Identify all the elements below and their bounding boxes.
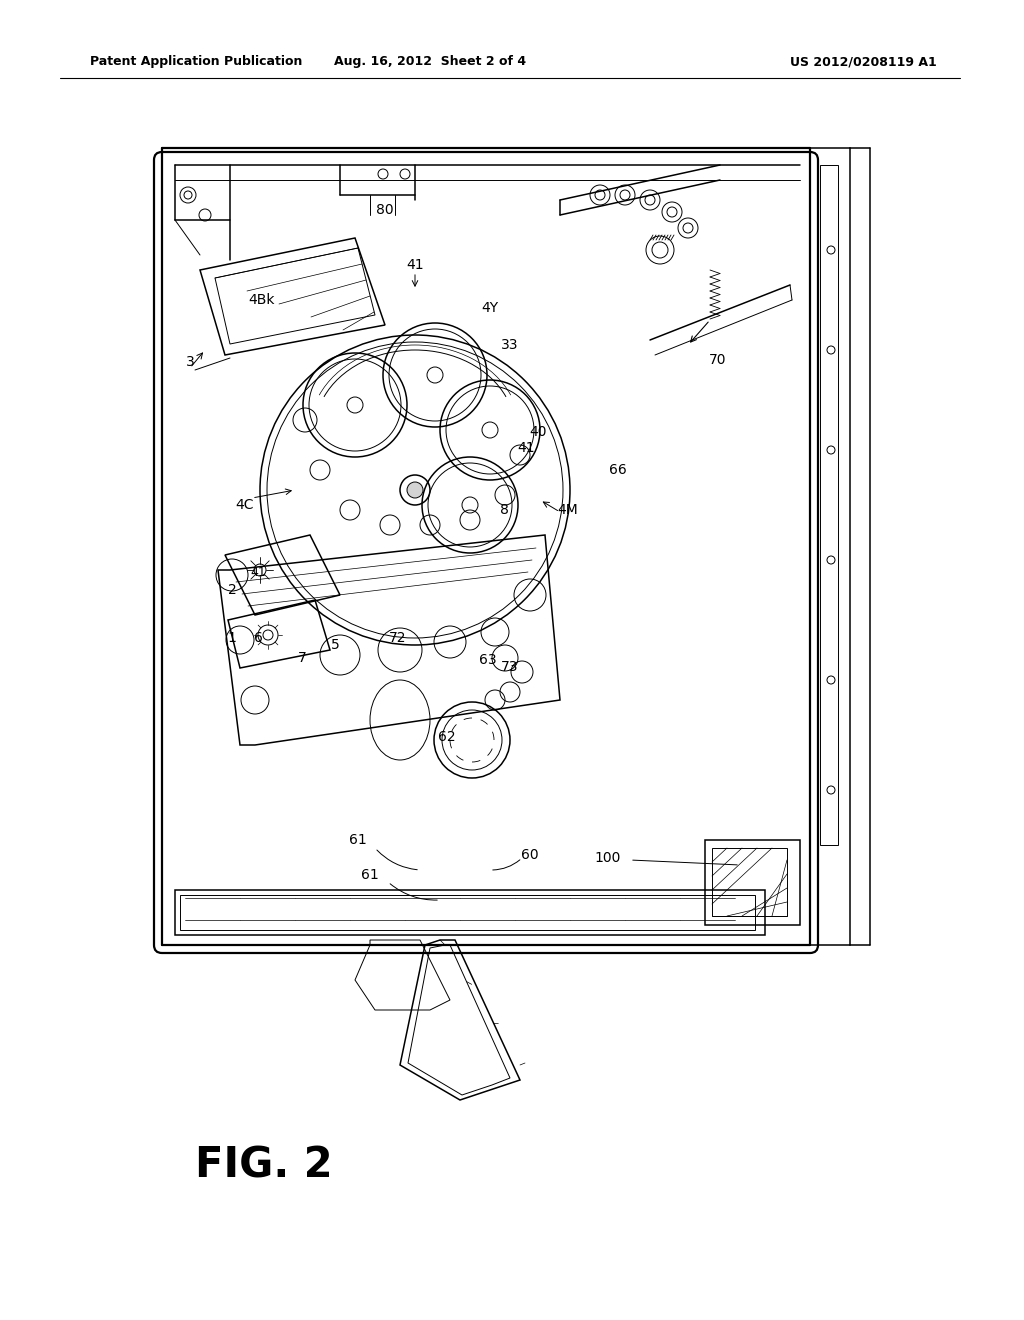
Text: 4M: 4M: [558, 503, 579, 517]
Text: 7: 7: [298, 651, 306, 665]
Text: Patent Application Publication: Patent Application Publication: [90, 55, 302, 69]
Text: 3: 3: [185, 355, 195, 370]
Text: FIG. 2: FIG. 2: [195, 1144, 333, 1185]
Text: 6: 6: [254, 631, 262, 645]
Text: 100: 100: [595, 851, 622, 865]
Text: 1: 1: [227, 631, 237, 645]
Text: 73: 73: [502, 660, 519, 675]
Text: 80: 80: [376, 203, 394, 216]
Text: 4Bk: 4Bk: [249, 293, 275, 308]
Text: 61: 61: [349, 833, 367, 847]
Text: 72: 72: [389, 631, 407, 645]
Text: 41: 41: [407, 257, 424, 272]
Text: 63: 63: [479, 653, 497, 667]
Text: Aug. 16, 2012  Sheet 2 of 4: Aug. 16, 2012 Sheet 2 of 4: [334, 55, 526, 69]
Text: 66: 66: [609, 463, 627, 477]
Text: 41: 41: [517, 441, 535, 455]
Text: 4Y: 4Y: [481, 301, 499, 315]
Text: 41: 41: [250, 565, 266, 578]
Text: 60: 60: [521, 847, 539, 862]
Bar: [705, 840, 800, 925]
Text: 70: 70: [710, 352, 727, 367]
FancyBboxPatch shape: [154, 152, 818, 953]
Text: 62: 62: [438, 730, 456, 744]
Text: 61: 61: [361, 869, 379, 882]
Bar: [180, 895, 755, 931]
Text: 4C: 4C: [236, 498, 254, 512]
Text: 33: 33: [502, 338, 519, 352]
Bar: [712, 847, 787, 916]
Text: US 2012/0208119 A1: US 2012/0208119 A1: [790, 55, 937, 69]
Bar: [820, 165, 838, 845]
Text: 40: 40: [529, 425, 547, 440]
Text: 5: 5: [331, 638, 339, 652]
Bar: [175, 890, 765, 935]
Circle shape: [407, 482, 423, 498]
Text: 8: 8: [500, 503, 509, 517]
Text: 2: 2: [227, 583, 237, 597]
